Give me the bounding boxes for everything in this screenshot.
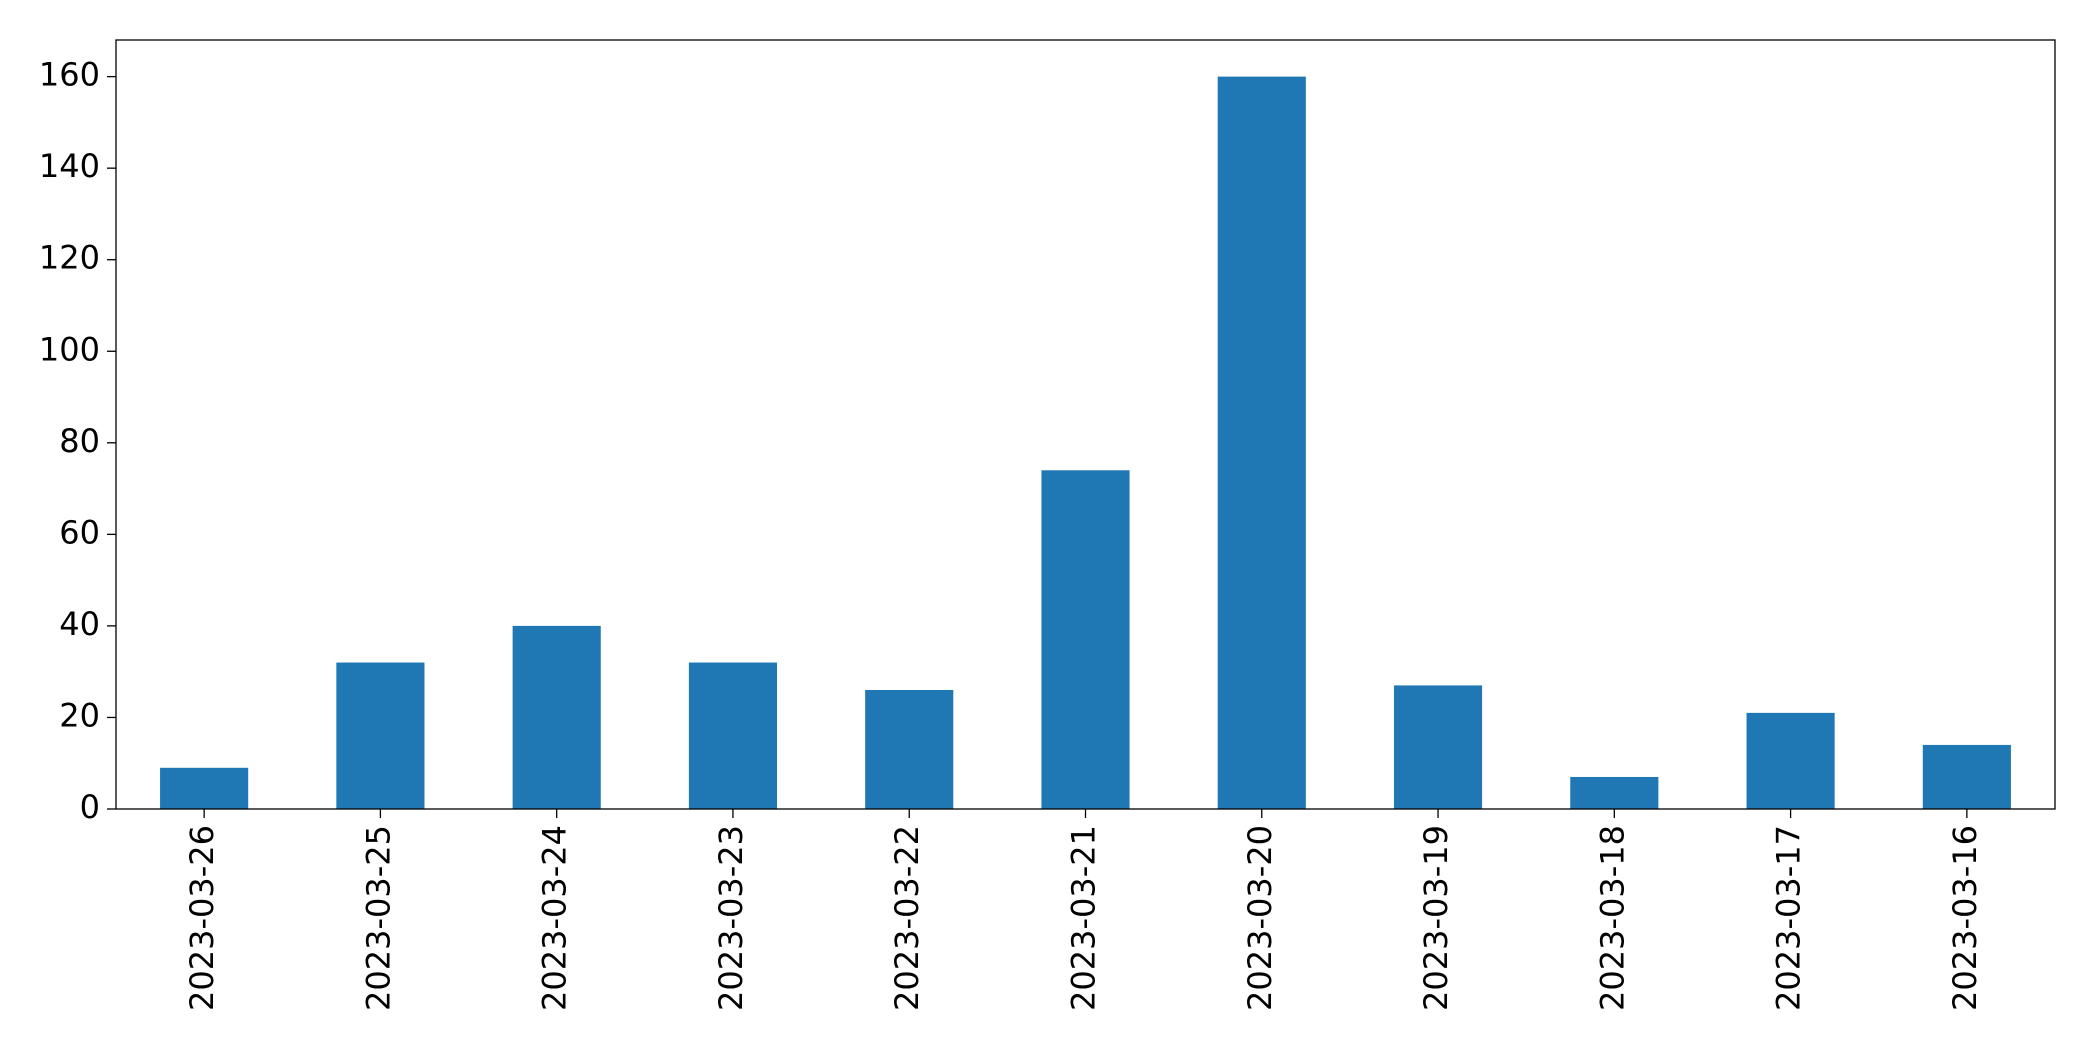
bar xyxy=(336,662,425,809)
x-tick-label: 2023-03-26 xyxy=(183,825,221,1011)
x-tick-label: 2023-03-19 xyxy=(1417,825,1455,1011)
bar xyxy=(1746,712,1835,809)
x-tick-label: 2023-03-22 xyxy=(888,825,926,1011)
bar xyxy=(688,662,778,809)
x-tick-label: 2023-03-17 xyxy=(1770,825,1808,1011)
bar xyxy=(1922,744,2011,809)
y-tick-label: 40 xyxy=(59,605,100,643)
bar xyxy=(865,689,954,809)
bar xyxy=(160,767,249,809)
x-tick-label: 2023-03-21 xyxy=(1065,825,1103,1011)
bar xyxy=(1570,776,1659,809)
y-tick-label: 0 xyxy=(80,788,100,826)
bar xyxy=(512,625,601,809)
y-tick-label: 140 xyxy=(39,147,100,185)
bar xyxy=(1393,685,1483,809)
bar xyxy=(1041,470,1130,809)
y-tick-label: 120 xyxy=(39,239,100,277)
y-tick-label: 20 xyxy=(59,696,100,734)
y-tick-label: 100 xyxy=(39,330,100,368)
x-tick-label: 2023-03-16 xyxy=(1946,825,1984,1011)
x-tick-label: 2023-03-18 xyxy=(1593,825,1631,1011)
x-tick-label: 2023-03-23 xyxy=(712,825,750,1011)
bar xyxy=(1217,76,1306,810)
y-tick-label: 80 xyxy=(59,422,100,460)
y-tick-label: 60 xyxy=(59,513,100,551)
x-tick-label: 2023-03-25 xyxy=(359,825,397,1011)
y-tick-label: 160 xyxy=(39,56,100,94)
plot-frame xyxy=(115,39,2056,810)
x-tick-label: 2023-03-24 xyxy=(536,825,574,1011)
x-tick-label: 2023-03-20 xyxy=(1241,825,1279,1011)
